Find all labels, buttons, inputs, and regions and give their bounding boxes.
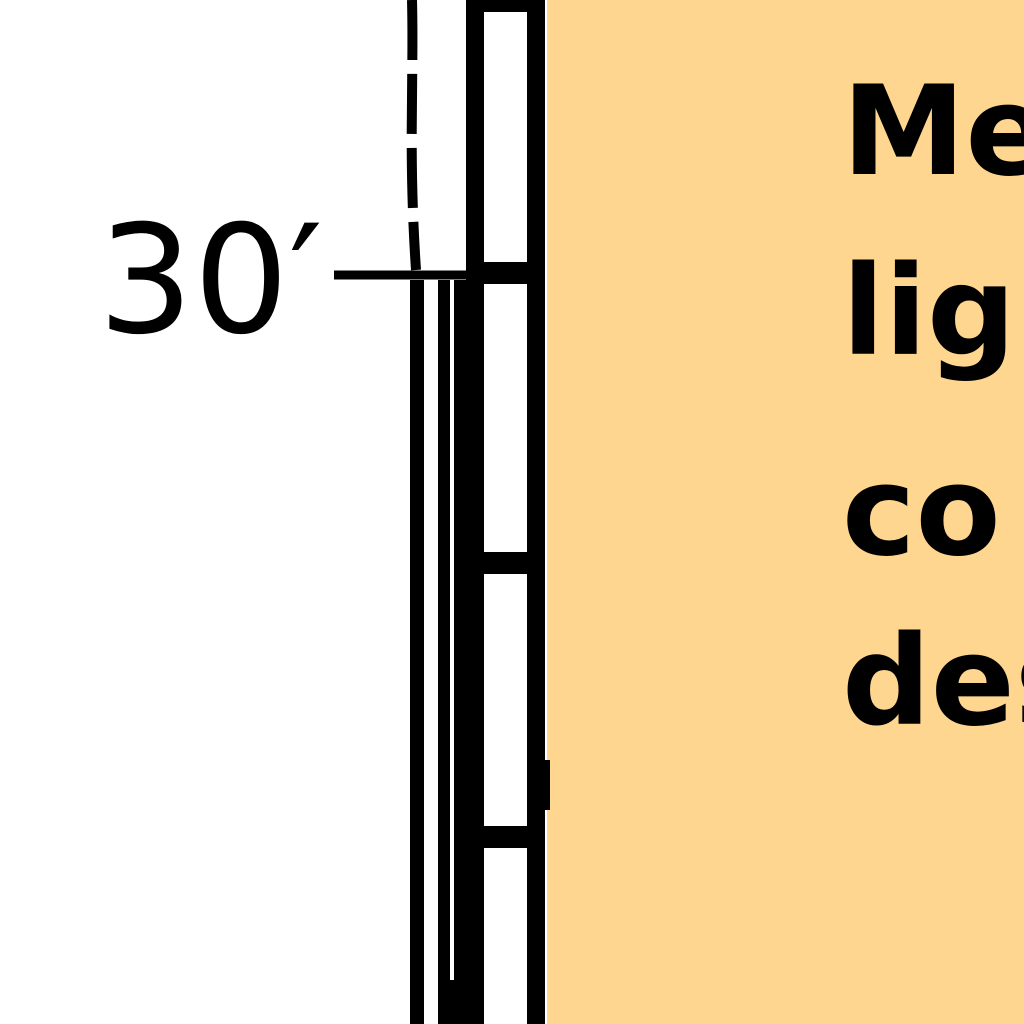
ladder-rung xyxy=(484,826,527,848)
ladder-slot xyxy=(486,286,525,550)
ladder-slot xyxy=(486,850,525,1024)
ladder-notch xyxy=(540,760,550,810)
ladder-rail-main-right xyxy=(527,0,545,1024)
ladder-rail-left-outer xyxy=(410,280,424,1024)
ladder-rail-left-third xyxy=(454,280,468,1024)
height-label: 30′ xyxy=(98,194,323,368)
ladder-rung xyxy=(484,0,527,12)
dashed-guide-line xyxy=(406,0,421,271)
ladder-base-block xyxy=(450,980,468,1024)
panel-text-line-1: Me xyxy=(842,60,1024,204)
ladder-slot xyxy=(486,576,525,824)
info-panel-background xyxy=(547,0,1024,1024)
panel-text-line-4: des xyxy=(842,610,1024,754)
ladder-rail-left-inner xyxy=(438,280,450,1024)
ladder-rung xyxy=(484,262,527,284)
ladder-rail-main-left xyxy=(466,0,484,1024)
panel-text-line-2: lig xyxy=(842,240,1016,384)
ladder-slot xyxy=(486,14,525,260)
panel-text-line-3: co xyxy=(842,440,1001,584)
ladder-rung xyxy=(484,552,527,574)
